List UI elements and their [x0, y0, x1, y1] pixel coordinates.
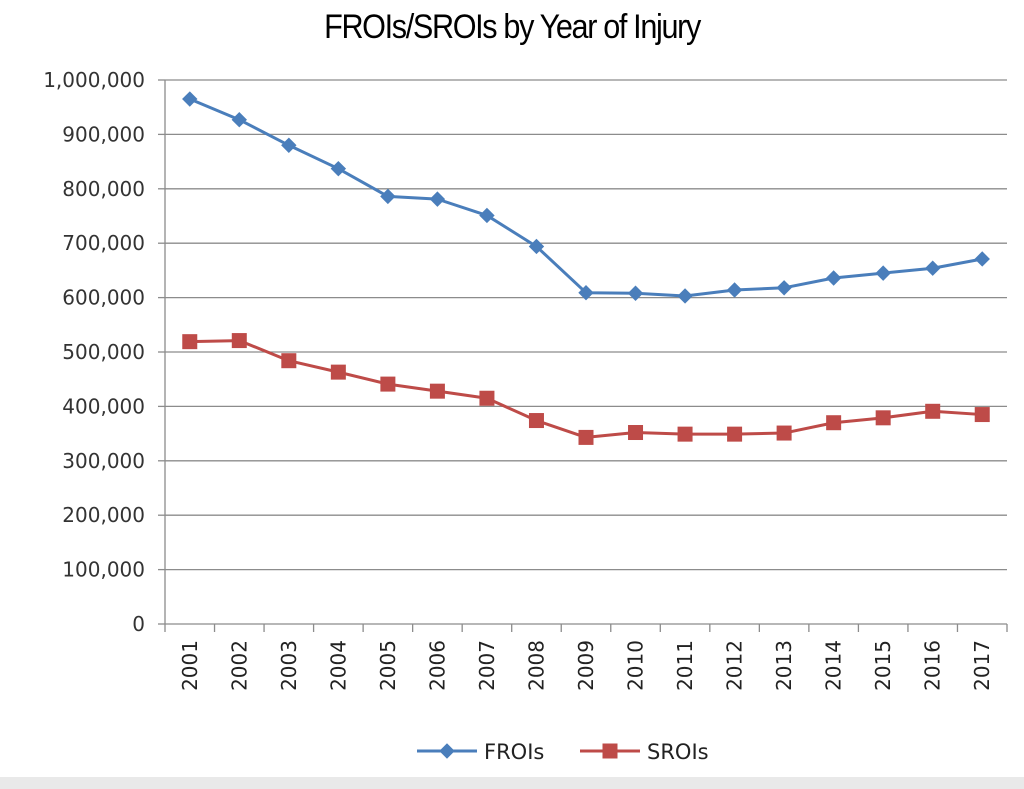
y-tick-label: 200,000: [62, 503, 145, 527]
legend-item-frois[interactable]: FROIs: [417, 740, 544, 764]
data-point-srois: [826, 415, 842, 431]
data-point-frois: [776, 280, 792, 296]
data-point-frois: [627, 285, 644, 301]
data-point-frois: [875, 265, 891, 281]
data-point-srois: [281, 353, 297, 369]
y-tick-label: 0: [132, 612, 145, 636]
axes: [158, 79, 1008, 632]
y-tick-label: 300,000: [62, 449, 145, 473]
data-point-srois: [380, 376, 396, 392]
data-point-srois: [677, 426, 693, 442]
x-tick-label: 2014: [822, 640, 846, 691]
data-point-frois: [281, 137, 297, 153]
x-tick-label: 2011: [673, 640, 697, 691]
x-tick-label: 2008: [524, 640, 548, 691]
series-line-frois: [189, 97, 983, 298]
data-point-srois: [974, 407, 990, 423]
data-point-srois: [727, 426, 743, 442]
data-point-frois: [825, 270, 842, 286]
data-point-frois: [231, 112, 248, 128]
x-tick-label: 2017: [970, 640, 994, 691]
x-tick-label: 2005: [376, 640, 400, 691]
x-tick-label: 2015: [871, 640, 895, 691]
legend[interactable]: FROIs SROIs: [417, 740, 709, 764]
data-point-srois: [429, 383, 445, 399]
y-tick-label: 900,000: [62, 122, 145, 146]
x-tick-label: 2001: [178, 640, 202, 691]
series-line-srois: [189, 339, 983, 439]
x-tick-label: 2006: [425, 640, 449, 691]
x-tick-label: 2013: [772, 640, 796, 691]
legend-item-srois[interactable]: SROIs: [580, 740, 709, 764]
x-tick-label: 2003: [277, 640, 301, 691]
legend-marker-frois: [439, 743, 455, 759]
data-point-frois: [429, 191, 446, 207]
data-point-frois: [380, 188, 396, 205]
data-point-frois: [330, 160, 347, 177]
data-point-srois: [231, 333, 247, 349]
data-point-srois: [479, 390, 495, 406]
series-srois: [182, 333, 990, 445]
data-point-frois: [924, 260, 941, 276]
legend-label-frois: FROIs: [484, 740, 544, 764]
data-point-frois: [479, 207, 495, 224]
data-point-frois: [578, 284, 594, 301]
y-tick-label: 1,000,000: [43, 68, 145, 92]
data-point-frois: [528, 238, 545, 255]
y-tick-label: 800,000: [62, 177, 145, 201]
data-point-srois: [925, 403, 941, 419]
legend-marker-srois: [602, 743, 618, 759]
data-point-frois: [974, 251, 990, 267]
y-tick-label: 400,000: [62, 394, 145, 418]
y-tick-label: 700,000: [62, 231, 145, 255]
series-frois: [182, 91, 990, 304]
chart-title: FROIs/SROIs by Year of Injury: [324, 8, 701, 46]
x-tick-label: 2010: [624, 640, 648, 691]
y-axis-ticks: 0 100,000 200,000 300,000 400,000 500,000 600,…: [43, 68, 145, 636]
data-point-srois: [776, 425, 792, 441]
data-point-srois: [578, 429, 594, 445]
x-tick-label: 2016: [921, 640, 945, 691]
data-point-srois: [182, 334, 198, 350]
data-point-srois: [628, 425, 644, 441]
x-tick-label: 2012: [723, 640, 747, 691]
data-point-srois: [330, 364, 346, 380]
data-point-frois: [677, 288, 693, 304]
bottom-border: [0, 777, 1024, 789]
legend-label-srois: SROIs: [647, 740, 709, 764]
x-tick-label: 2004: [326, 640, 350, 691]
x-axis-ticks: 2001 2002 2003 2004 2005 2006 2007 2008 2009 2010…: [178, 640, 994, 691]
y-tick-label: 100,000: [62, 558, 145, 582]
x-tick-label: 2009: [574, 640, 598, 691]
series: [182, 91, 990, 445]
y-tick-label: 500,000: [62, 340, 145, 364]
x-tick-label: 2007: [475, 640, 499, 691]
y-tick-label: 600,000: [62, 286, 145, 310]
data-point-frois: [726, 282, 743, 298]
data-point-srois: [528, 413, 544, 429]
data-point-srois: [875, 410, 891, 426]
x-tick-label: 2002: [227, 640, 251, 691]
data-point-frois: [182, 91, 198, 107]
gridlines: [165, 79, 1007, 571]
